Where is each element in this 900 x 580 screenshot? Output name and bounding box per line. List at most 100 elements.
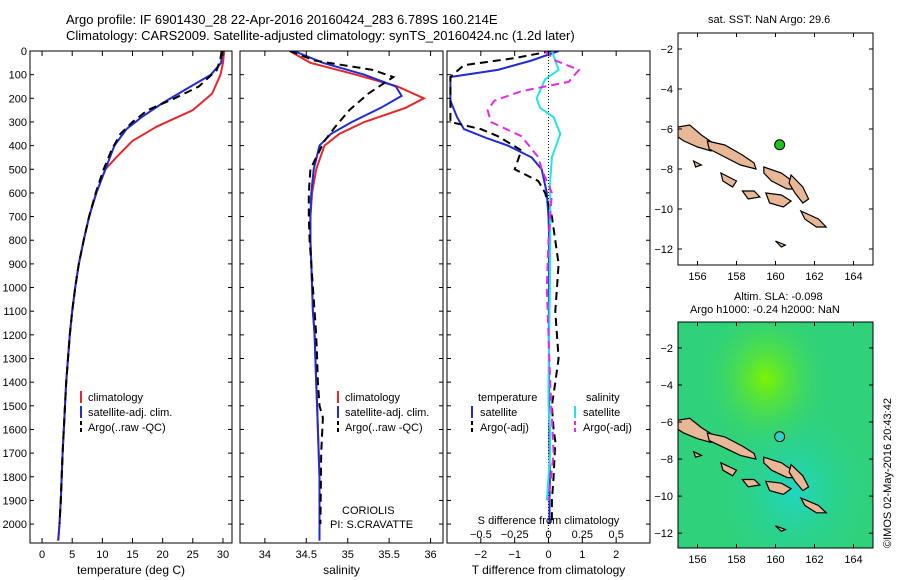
x2-tick-label: −0.5: [470, 529, 492, 541]
island-shape: [764, 480, 793, 495]
x-axis-label: temperature (deg C): [77, 563, 185, 577]
x2-axis-label: S difference from climatology: [478, 515, 620, 527]
map-x-tick-label: 156: [688, 271, 706, 283]
x-tick-label: 10: [96, 549, 108, 561]
institution-label: CORIOLIS: [342, 505, 395, 517]
map-x-tick-label: 162: [805, 271, 823, 283]
x-tick-label: 34.5: [296, 549, 317, 561]
island-shape: [788, 173, 810, 204]
y-tick-label: 1300: [3, 354, 27, 366]
x-tick-label: 30: [217, 549, 229, 561]
salinity-panel-legend-entry: Argo(..raw -QC): [345, 422, 423, 434]
island-shape: [678, 417, 714, 444]
series-line-salinity-satellite: [535, 51, 562, 501]
y-tick-label: 800: [9, 235, 27, 247]
x-tick-label: 20: [157, 549, 169, 561]
difference-legend-header: temperature: [478, 392, 537, 404]
temperature-panel-legend-entry: satellite-adj. clim.: [88, 407, 172, 419]
panel-frame: [29, 50, 233, 544]
x2-tick-label: 0.25: [572, 529, 593, 541]
island-shape: [719, 461, 738, 477]
island-shape: [719, 171, 738, 188]
x-tick-label: 0: [39, 549, 45, 561]
pi-label: PI: S.CRAVATTE: [330, 519, 414, 531]
profile-panel-2: [239, 50, 444, 544]
float-position-marker: [774, 139, 786, 151]
difference-legend-entry: Argo(-adj): [480, 422, 529, 434]
y-tick-label: 0: [21, 46, 27, 58]
island-shape: [741, 478, 762, 488]
island-shape: [678, 124, 714, 152]
map-y-tick-label: −12: [654, 244, 673, 256]
y-tick-label: 1400: [3, 377, 27, 389]
map-y-tick-label: −4: [660, 380, 673, 392]
y-tick-label: 1700: [3, 448, 27, 460]
island-shape: [706, 140, 757, 170]
difference-legend-header: salinity: [586, 392, 620, 404]
island-shape: [775, 240, 787, 248]
island-shape: [799, 209, 828, 228]
x-axis-label: T difference from climatology: [472, 563, 626, 577]
island-shape: [692, 450, 704, 458]
profile-panel-3: [446, 50, 651, 544]
map-x-tick-label: 160: [766, 271, 784, 283]
y-tick-label: 1600: [3, 424, 27, 436]
island-shape: [706, 432, 757, 460]
x-tick-label: 15: [126, 549, 138, 561]
y-tick-label: 300: [9, 117, 27, 129]
y-tick-label: 400: [9, 141, 27, 153]
figure-title-line2: Climatology: CARS2009. Satellite-adjuste…: [66, 28, 575, 43]
temperature-panel-legend-entry: climatology: [88, 392, 144, 404]
x-axis-label: salinity: [323, 563, 360, 577]
x2-tick-label: 0.5: [609, 529, 624, 541]
map-y-tick-label: −12: [654, 528, 673, 540]
map-y-tick-label: −2: [660, 44, 673, 56]
map-y-tick-label: −6: [660, 417, 673, 429]
map-x-tick-label: 162: [805, 554, 823, 566]
x-tick-label: 25: [187, 549, 199, 561]
series-line-satellite-adj-clim: [293, 51, 403, 541]
map-y-tick-label: −8: [660, 454, 673, 466]
map-y-tick-label: −6: [660, 124, 673, 136]
x-tick-label: −1: [508, 549, 521, 561]
map-x-tick-label: 160: [766, 554, 784, 566]
x-tick-label: 0: [545, 549, 551, 561]
x2-tick-label: −0.25: [501, 529, 529, 541]
y-tick-label: 500: [9, 164, 27, 176]
series-line-temperature-argo-adj: [449, 51, 560, 525]
map-x-tick-label: 156: [688, 554, 706, 566]
y-tick-label: 2000: [3, 519, 27, 531]
difference-legend-entry: satellite: [583, 407, 620, 419]
series-line-argo-raw-qc: [289, 51, 396, 525]
map-x-tick-label: 158: [727, 554, 745, 566]
y-tick-label: 1100: [3, 306, 27, 318]
series-line-temperature-satellite: [449, 51, 559, 525]
map-y-tick-label: −10: [654, 491, 673, 503]
island-shape: [799, 496, 828, 514]
sst-map-title: sat. SST: NaN Argo: 29.6: [708, 14, 831, 26]
y-tick-label: 900: [9, 259, 27, 271]
map-x-tick-label: 164: [844, 271, 862, 283]
map-y-tick-label: −4: [660, 84, 673, 96]
series-line-salinity-argo-adj: [486, 51, 581, 501]
sla-map: [677, 321, 874, 549]
map-y-tick-label: −2: [660, 343, 673, 355]
difference-legend-entry: satellite: [480, 407, 517, 419]
temperature-panel-legend-entry: Argo(..raw -QC): [88, 422, 166, 434]
y-tick-label: 100: [9, 70, 27, 82]
map-y-tick-label: −8: [660, 164, 673, 176]
y-tick-label: 1800: [3, 472, 27, 484]
series-line-argo-raw-qc: [58, 51, 223, 525]
y-tick-label: 1500: [3, 401, 27, 413]
figure-title-line1: Argo profile: IF 6901430_28 22-Apr-2016 …: [66, 12, 498, 27]
series-line-satellite-adj-clim: [57, 51, 224, 541]
difference-legend-entry: Argo(-adj): [583, 422, 632, 434]
x-tick-label: −2: [475, 549, 488, 561]
map-x-tick-label: 164: [844, 554, 862, 566]
island-shape: [788, 463, 810, 492]
y-tick-label: 700: [9, 212, 27, 224]
sla-map-title-line2: Argo h1000: -0.24 h2000: NaN: [690, 304, 840, 316]
y-tick-label: 200: [9, 93, 27, 105]
y-tick-label: 1000: [3, 283, 27, 295]
